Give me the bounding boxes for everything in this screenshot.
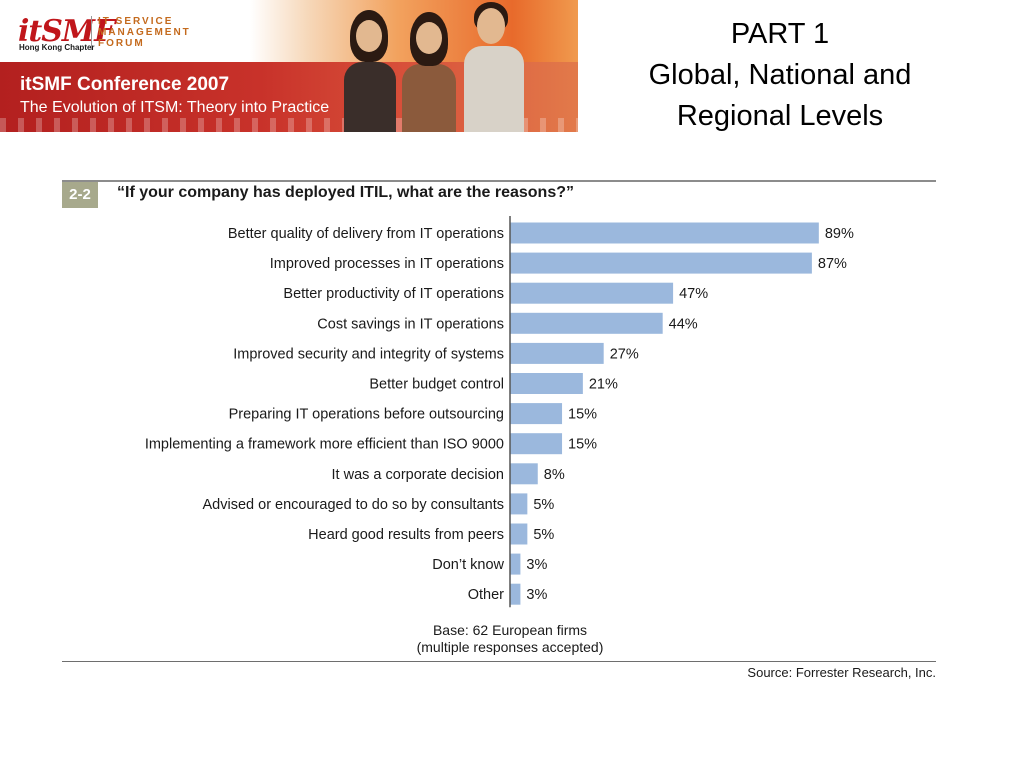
org-line-3: FORUM (98, 38, 145, 49)
bar (510, 312, 663, 334)
bar (510, 493, 528, 515)
person-left-head (356, 20, 382, 52)
value-label: 15% (568, 407, 597, 423)
figure-top-rule (62, 180, 936, 182)
category-label: Preparing IT operations before outsourci… (229, 407, 504, 423)
logo-divider (91, 16, 92, 50)
value-label: 3% (526, 587, 547, 603)
slide-title-line-2: Global, National and (648, 59, 912, 91)
person-left-body (344, 62, 396, 132)
bar (510, 463, 538, 485)
bar (510, 583, 521, 605)
source-note: Source: Forrester Research, Inc. (747, 665, 936, 680)
person-middle-head (416, 22, 442, 54)
people-photo (340, 0, 540, 132)
chapter-label: Hong Kong Chapter (19, 43, 95, 52)
bar (510, 222, 819, 244)
value-label: 44% (669, 316, 698, 332)
person-right-body (464, 46, 524, 132)
category-label: Don’t know (432, 557, 504, 573)
bar (510, 523, 528, 545)
base-note: Base: 62 European firms (multiple respon… (350, 622, 670, 656)
value-label: 5% (533, 497, 554, 513)
category-label: Better budget control (369, 377, 504, 393)
slide-title: PART 1 Global, National and Regional Lev… (598, 14, 962, 137)
conference-title: itSMF Conference 2007 (20, 74, 230, 95)
conference-banner: itSMF Hong Kong Chapter IT SERVICE MANAG… (0, 0, 578, 132)
bar (510, 282, 674, 304)
category-label: Advised or encouraged to do so by consul… (203, 497, 504, 513)
banner-logo-area (0, 0, 250, 62)
value-label: 5% (533, 527, 554, 543)
conference-subtitle: The Evolution of ITSM: Theory into Pract… (20, 99, 330, 116)
value-label: 87% (818, 256, 847, 272)
base-note-line-1: Base: 62 European firms (432, 622, 588, 638)
org-line-1: IT SERVICE (98, 16, 174, 27)
category-label: Cost savings in IT operations (317, 316, 504, 332)
value-label: 21% (589, 377, 618, 393)
base-note-line-2: (multiple responses accepted) (416, 639, 604, 655)
bar (510, 553, 521, 575)
person-middle-body (402, 64, 456, 132)
bar (510, 433, 563, 455)
value-label: 27% (610, 346, 639, 362)
bar (510, 403, 563, 425)
figure-question: “If your company has deployed ITIL, what… (117, 184, 574, 201)
category-label: Improved processes in IT operations (270, 256, 504, 272)
category-label: It was a corporate decision (332, 467, 504, 483)
itsmf-logo: itSMF (18, 14, 115, 49)
figure-number: 2-2 (62, 182, 98, 208)
bar (510, 373, 583, 394)
category-label: Improved security and integrity of syste… (233, 346, 504, 362)
bar (510, 342, 604, 364)
bar (510, 252, 812, 274)
value-label: 3% (526, 557, 547, 573)
slide-title-line-1: PART 1 (730, 18, 830, 50)
category-label: Other (468, 587, 504, 603)
org-name: IT SERVICE MANAGEMENT FORUM (98, 16, 208, 49)
category-label: Implementing a framework more efficient … (145, 437, 504, 453)
slide-title-line-3: Regional Levels (676, 100, 884, 132)
category-label: Better productivity of IT operations (283, 286, 504, 302)
org-line-2: MANAGEMENT (98, 27, 191, 38)
value-label: 47% (679, 286, 708, 302)
category-label: Heard good results from peers (308, 527, 504, 543)
value-label: 15% (568, 437, 597, 453)
figure-bottom-rule (62, 661, 936, 662)
category-label: Better quality of delivery from IT opera… (228, 226, 504, 242)
value-label: 8% (544, 467, 565, 483)
value-label: 89% (825, 226, 854, 242)
person-right-head (477, 8, 505, 44)
